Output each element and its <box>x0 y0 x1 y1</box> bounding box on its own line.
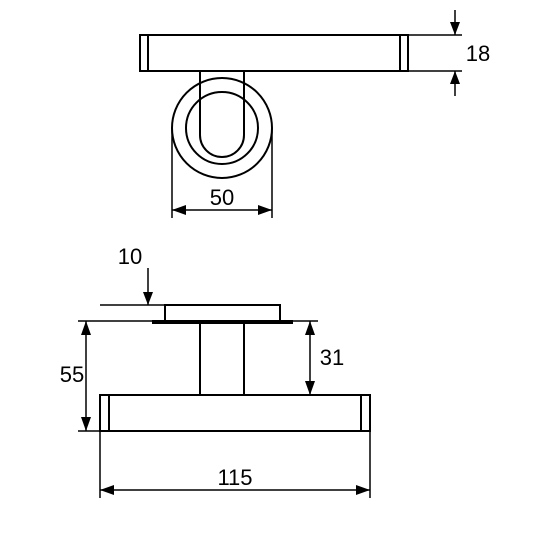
technical-drawing: 18 50 10 <box>0 0 551 551</box>
dim-115: 115 <box>100 431 370 498</box>
top-view: 18 50 <box>140 10 490 218</box>
dim-31-label: 31 <box>320 345 344 370</box>
dim-50-label: 50 <box>210 185 234 210</box>
handle-neck-top <box>200 71 244 157</box>
side-view: 10 55 31 115 <box>60 244 370 498</box>
handle-neck-side <box>200 321 244 395</box>
dim-55-label: 55 <box>60 362 84 387</box>
handle-bar-side <box>100 395 370 431</box>
dim-10: 10 <box>100 244 165 305</box>
dim-55: 55 <box>60 321 152 431</box>
dim-18: 18 <box>408 10 490 96</box>
rose-inner-circle <box>186 92 258 164</box>
dim-10-label: 10 <box>118 244 142 269</box>
rose-plate-side <box>165 305 280 321</box>
dim-115-label: 115 <box>217 465 252 490</box>
dim-31: 31 <box>244 321 344 395</box>
dim-50: 50 <box>172 128 272 218</box>
handle-bar-top <box>140 35 408 71</box>
dim-18-label: 18 <box>466 41 490 66</box>
